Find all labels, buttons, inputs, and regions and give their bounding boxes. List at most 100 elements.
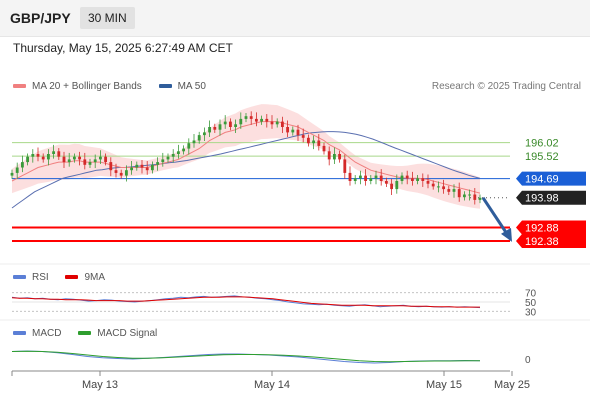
candle-body <box>213 127 217 130</box>
candle-body <box>431 183 435 187</box>
candle-body <box>462 194 466 198</box>
candle-body <box>416 178 420 181</box>
candle-body <box>322 145 326 152</box>
candle-body <box>270 121 274 125</box>
candles <box>10 111 482 205</box>
legend-item-rsi: RSI <box>13 272 49 283</box>
legend-item-macd: MACD <box>13 328 61 339</box>
candle-body <box>135 164 139 168</box>
candle-body <box>208 127 212 133</box>
candle-body <box>343 159 347 173</box>
level-tag-192.38 <box>516 233 586 248</box>
candle-body <box>364 175 368 181</box>
attribution: Research © 2025 Trading Central <box>431 81 581 92</box>
candle-body <box>46 154 50 160</box>
candle-body <box>275 121 279 125</box>
candle-body <box>78 156 82 160</box>
candle-body <box>280 121 284 127</box>
main-legend: MA 20 + Bollinger Bands MA 50 <box>13 81 220 92</box>
candle-body <box>265 118 269 122</box>
candle-body <box>306 137 310 144</box>
candle-body <box>426 181 430 184</box>
candle-body <box>124 170 128 176</box>
candle-body <box>457 189 461 198</box>
macd-legend: MACD MACD Signal <box>13 328 171 339</box>
ma20-swatch <box>13 84 26 89</box>
legend-item-9ma: 9MA <box>65 272 105 283</box>
level-label-192.88: 192.88 <box>525 222 559 234</box>
candle-body <box>150 164 154 171</box>
candle-body <box>130 167 134 171</box>
candle-body <box>473 194 477 200</box>
candle-body <box>244 116 248 119</box>
macd-signal-line <box>11 350 480 363</box>
ma50-line <box>11 131 481 209</box>
candle-body <box>436 186 440 188</box>
level-tag-193.98 <box>516 190 586 205</box>
candle-body <box>218 124 222 130</box>
candle-body <box>421 178 425 181</box>
candle-body <box>62 156 66 163</box>
candle-body <box>400 175 404 181</box>
level-label-192.38: 192.38 <box>525 236 559 248</box>
candle-body <box>192 140 196 144</box>
candle-body <box>202 132 206 136</box>
macd-swatch <box>13 331 26 336</box>
candle-body <box>15 167 19 173</box>
candle-body <box>332 154 336 160</box>
candle-body <box>312 140 316 144</box>
candle-body <box>254 118 258 122</box>
level-label-193.98: 193.98 <box>525 193 559 205</box>
candle-body <box>249 116 253 119</box>
candle-body <box>369 178 373 181</box>
candle-body <box>291 129 295 133</box>
legend-item-macd-signal: MACD Signal <box>78 328 157 339</box>
candle-body <box>228 121 232 127</box>
candle-body <box>374 175 378 179</box>
candle-body <box>327 151 331 160</box>
chart-header: GBP/JPY 30 MIN <box>0 0 590 37</box>
candle-body <box>171 154 175 157</box>
legend-item-ma50: MA 50 <box>158 81 206 92</box>
candle-body <box>317 140 321 146</box>
candle-body <box>31 154 35 157</box>
rsi-tick-70: 70 <box>525 289 537 300</box>
candle-body <box>296 129 300 136</box>
candle-body <box>223 121 227 125</box>
rsi-9ma-line <box>11 296 480 308</box>
forecast-arrow-head <box>501 227 512 242</box>
candle-body <box>72 156 76 160</box>
candle-body <box>353 178 357 181</box>
ma50-swatch <box>158 84 172 89</box>
candle-body <box>119 172 123 176</box>
candle-body <box>452 189 456 192</box>
candle-body <box>36 154 40 157</box>
candle-body <box>26 156 30 163</box>
x-tick-label: May 14 <box>254 379 290 391</box>
candle-body <box>358 175 362 179</box>
level-label-194.69: 194.69 <box>525 174 559 186</box>
level-tag-192.88 <box>516 220 586 235</box>
candle-body <box>478 197 482 200</box>
candle-body <box>384 181 388 184</box>
candle-body <box>379 175 383 181</box>
candle-body <box>197 135 201 141</box>
candle-body <box>182 148 186 152</box>
forecast-arrow-shaft <box>481 196 509 235</box>
candle-body <box>140 164 144 168</box>
candle-body <box>88 162 92 165</box>
candle-body <box>52 151 56 154</box>
candle-body <box>338 154 342 160</box>
candle-body <box>395 181 399 190</box>
legend-item-ma20: MA 20 + Bollinger Bands <box>13 81 142 92</box>
candle-body <box>41 156 45 160</box>
candle-body <box>410 178 414 181</box>
macd-signal-swatch <box>78 331 92 336</box>
timeframe-button[interactable]: 30 MIN <box>80 7 135 29</box>
symbol-title: GBP/JPY <box>10 10 71 26</box>
candle-body <box>57 151 61 157</box>
x-tick-label: May 13 <box>82 379 118 391</box>
candle-body <box>67 159 71 163</box>
level-label-195.52: 195.52 <box>525 151 559 163</box>
